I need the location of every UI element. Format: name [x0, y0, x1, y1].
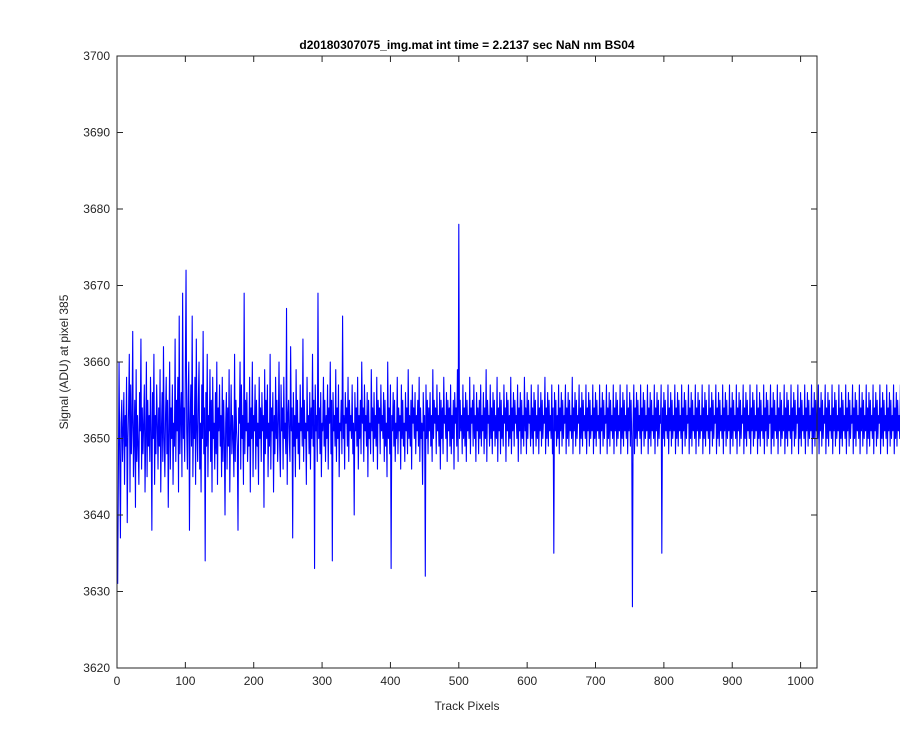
x-tick-label: 1000 — [787, 674, 814, 688]
plot-area — [117, 56, 817, 668]
y-tick-label: 3680 — [83, 202, 110, 216]
x-tick-label: 700 — [586, 674, 606, 688]
y-tick-label: 3660 — [83, 355, 110, 369]
y-axis-label: Signal (ADU) at pixel 385 — [57, 294, 71, 429]
x-tick-label: 200 — [244, 674, 264, 688]
y-tick-label: 3690 — [83, 126, 110, 140]
chart-title: d20180307075_img.mat int time = 2.2137 s… — [299, 38, 635, 52]
x-tick-label: 100 — [175, 674, 195, 688]
y-tick-label: 3640 — [83, 508, 110, 522]
x-tick-label: 400 — [380, 674, 400, 688]
series-line — [117, 223, 900, 608]
x-tick-label: 0 — [114, 674, 121, 688]
y-tick-label: 3630 — [83, 585, 110, 599]
x-tick-label: 300 — [312, 674, 332, 688]
y-tick-label: 3620 — [83, 661, 110, 675]
x-tick-label: 900 — [722, 674, 742, 688]
y-tick-label: 3670 — [83, 279, 110, 293]
x-tick-label: 800 — [654, 674, 674, 688]
series-layer — [117, 223, 900, 608]
x-axis-label: Track Pixels — [435, 699, 500, 713]
x-tick-label: 600 — [517, 674, 537, 688]
y-tick-label: 3650 — [83, 432, 110, 446]
ticks-layer: 0 100 200 300 400 500 600 700 800 900 1000 3620 3630… — [83, 49, 817, 688]
x-tick-label: 500 — [449, 674, 469, 688]
y-tick-label: 3700 — [83, 49, 110, 63]
